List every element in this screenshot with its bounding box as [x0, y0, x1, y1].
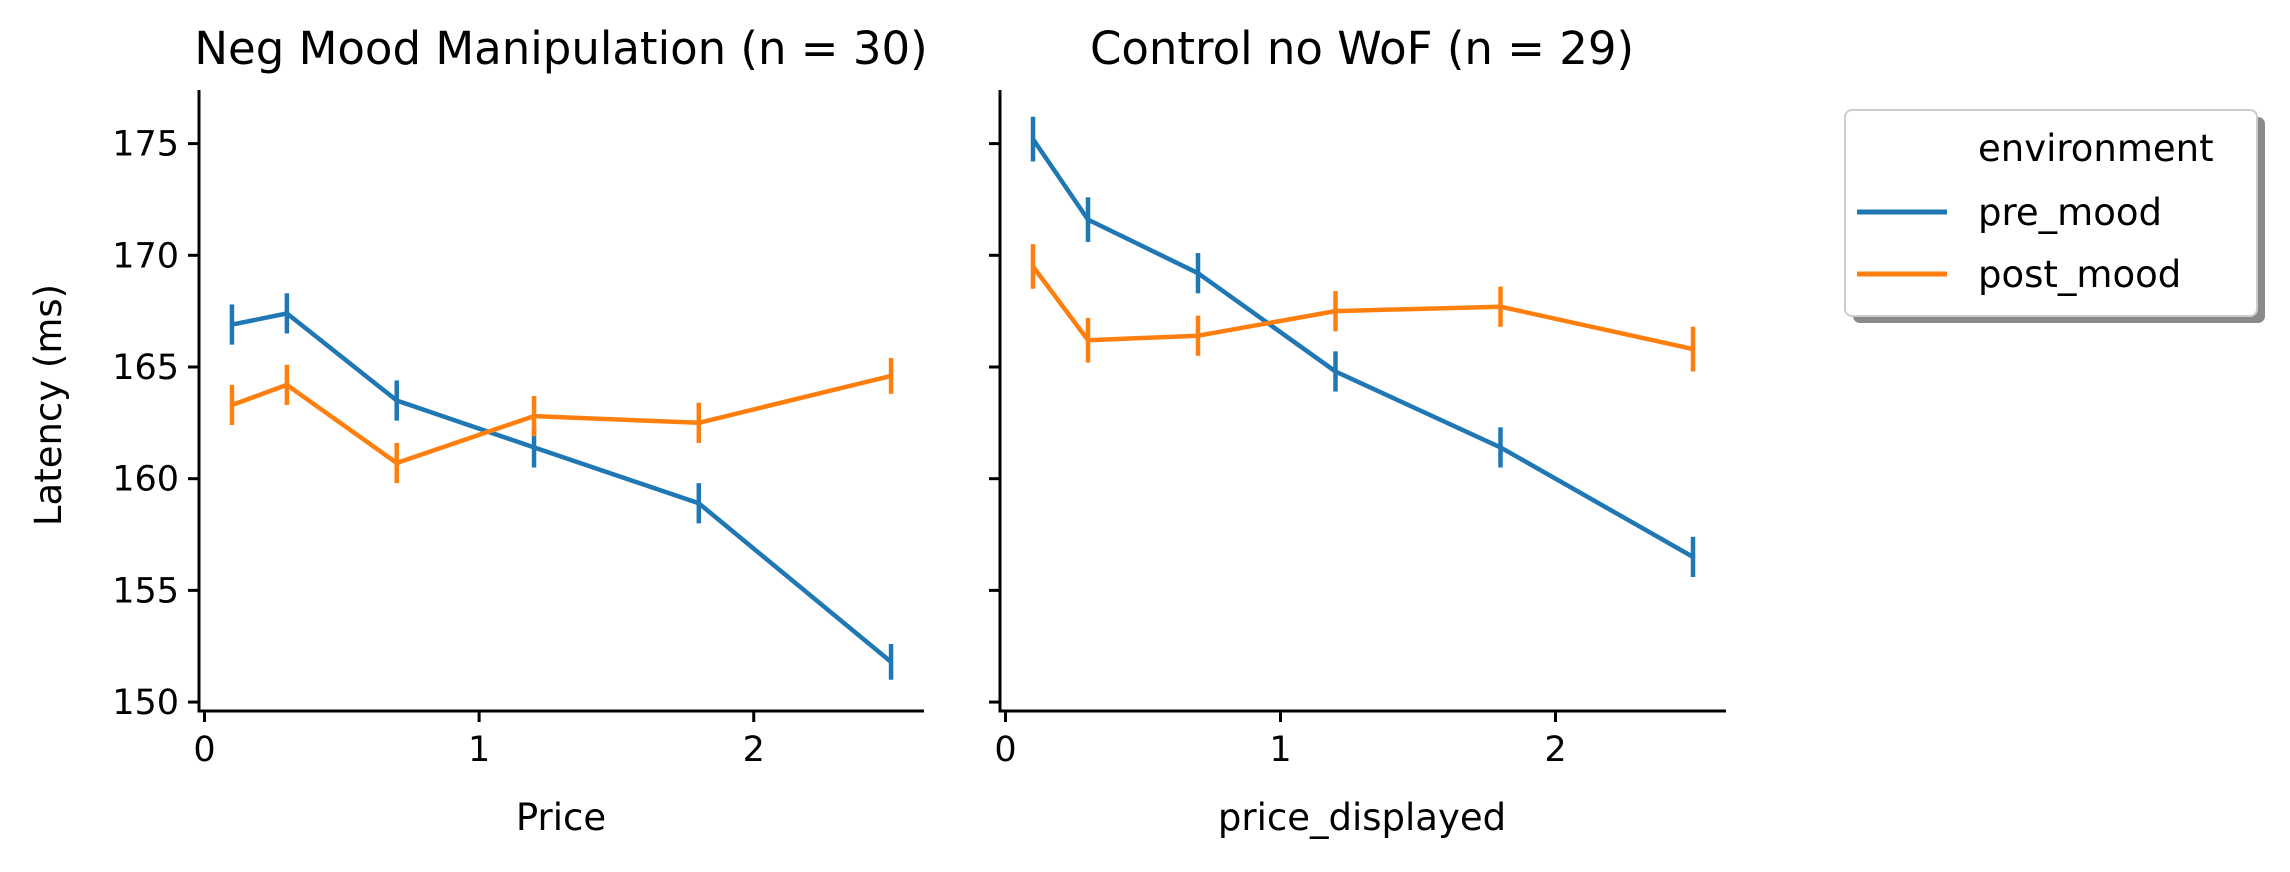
left-y-tick-label: 160 [112, 460, 179, 500]
left-series-line-post-mood [229, 373, 894, 466]
left-x-axis-label: Price [516, 796, 606, 839]
right-panel-plot-area: 0 1 2 [989, 90, 1726, 770]
left-y-tick-label: 170 [112, 236, 179, 276]
left-y-tick-label: 150 [112, 683, 179, 723]
left-panel-title: Neg Mood Manipulation (n = 30) [194, 22, 927, 75]
left-y-tick-label: 165 [112, 348, 179, 388]
right-x-tick-label: 2 [1544, 730, 1566, 770]
legend-label-pre-mood: pre_mood [1978, 191, 2162, 234]
left-panel-plot-area: 150 155 160 165 170 175 0 1 2 [112, 90, 924, 770]
legend-title: environment [1978, 127, 2214, 170]
left-y-tick-label: 175 [112, 125, 179, 165]
right-panel-title: Control no WoF (n = 29) [1090, 22, 1634, 75]
legend: environment pre_mood post_mood [1844, 109, 2265, 323]
left-y-axis-label: Latency (ms) [27, 284, 70, 526]
left-series-line-pre-mood [229, 311, 894, 665]
legend-box [1844, 109, 2258, 317]
right-x-tick-label: 0 [994, 730, 1016, 770]
left-y-tick-label: 155 [112, 571, 179, 611]
left-x-tick-label: 2 [743, 730, 765, 770]
left-x-tick-label: 0 [193, 730, 215, 770]
left-x-tick-label: 1 [468, 730, 490, 770]
legend-label-post-mood: post_mood [1978, 253, 2181, 296]
right-x-axis-label: price_displayed [1218, 796, 1506, 839]
right-x-tick-label: 1 [1269, 730, 1291, 770]
right-series-line-post-mood [1030, 264, 1696, 352]
